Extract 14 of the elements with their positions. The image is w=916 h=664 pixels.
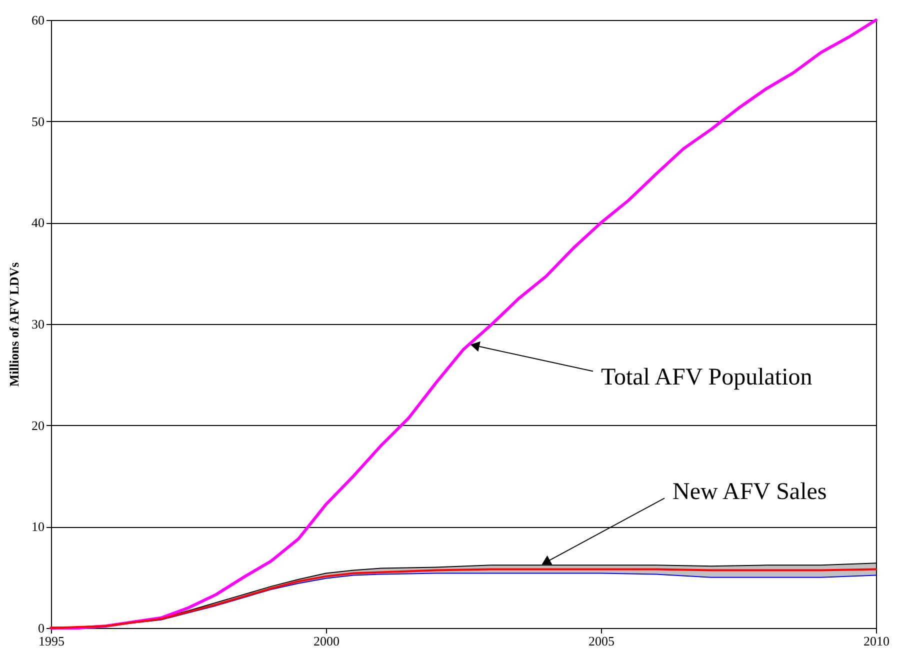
annotation: Total AFV Population [601, 364, 812, 390]
x-tick-label: 2010 [864, 634, 890, 648]
x-tick-label: 2000 [314, 634, 340, 648]
y-tick-label: 30 [32, 316, 44, 332]
x-tick-label: 2005 [588, 634, 614, 648]
y-tick-label: 20 [32, 418, 44, 433]
annotation: New AFV Sales [672, 479, 827, 506]
y-tick-label: 0 [38, 620, 44, 636]
y-tick-label: 60 [32, 12, 44, 28]
y-axis-title: Millions of AFV LDVs [6, 262, 22, 387]
y-tick-label: 40 [32, 215, 44, 230]
y-tick-label: 10 [32, 519, 44, 534]
y-tick-label: 50 [32, 114, 44, 129]
x-tick-label: 1995 [38, 634, 64, 648]
